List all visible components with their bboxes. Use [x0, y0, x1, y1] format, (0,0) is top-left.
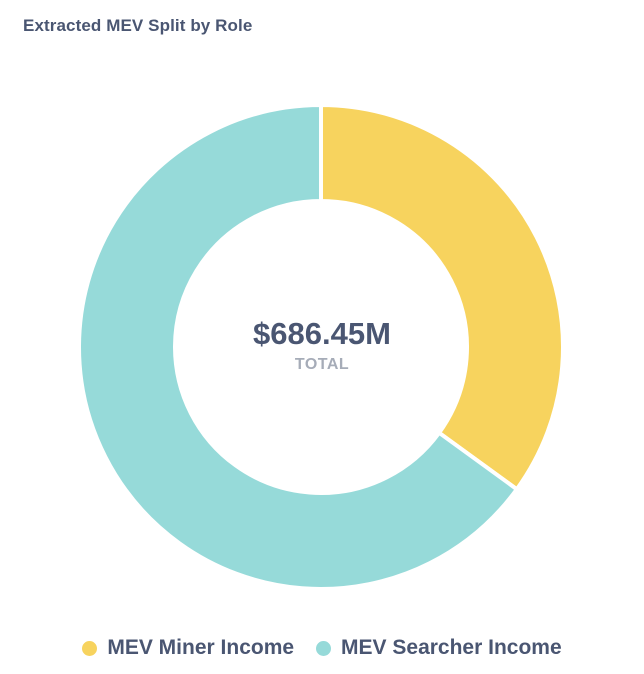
legend-swatch-searcher [316, 640, 332, 656]
legend-swatch-miner [82, 640, 98, 656]
legend-label-searcher: MEV Searcher Income [341, 636, 562, 659]
donut-slice-miner[interactable] [319, 102, 565, 493]
legend-item-searcher[interactable]: MEV Searcher Income [316, 636, 562, 660]
total-value: $686.45M [253, 316, 391, 351]
total-label: TOTAL [294, 356, 350, 373]
chart-title: Extracted MEV Split by Role [23, 16, 253, 35]
legend-item-miner[interactable]: MEV Miner Income [82, 636, 294, 660]
chart-legend: MEV Miner Income MEV Searcher Income [0, 636, 644, 660]
donut-slice-searcher[interactable] [77, 102, 520, 591]
legend-label-miner: MEV Miner Income [107, 636, 295, 659]
